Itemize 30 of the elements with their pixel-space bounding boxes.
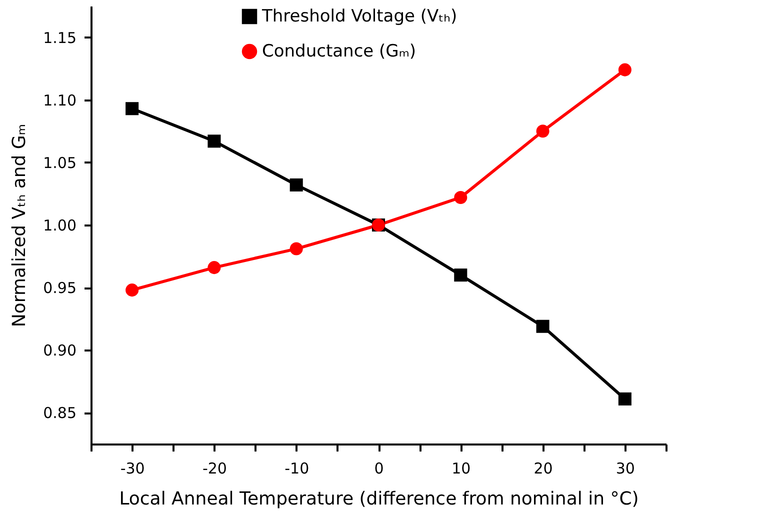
y-tick-label: 1.05	[43, 154, 76, 172]
x-tick-label: 20	[534, 460, 553, 478]
x-axis-title: Local Anneal Temperature (difference from nominal in °C)	[119, 488, 639, 510]
x-tick-label: 10	[452, 460, 471, 478]
point	[618, 392, 632, 406]
x-tick-label: -20	[202, 460, 227, 478]
y-axis-title: Normalized Vₜₕ and Gₘ	[9, 124, 30, 328]
point	[208, 134, 221, 148]
y-tick-label: 0.95	[43, 279, 76, 298]
point	[536, 124, 550, 138]
y-tick-label: 0.85	[43, 404, 76, 422]
x-tick-label: 30	[616, 460, 635, 478]
point	[208, 261, 221, 274]
x-tick-label: -30	[120, 460, 145, 478]
point	[454, 268, 468, 282]
x-tick-label: -10	[284, 460, 310, 478]
legend-label: Conductance (Gₘ)	[262, 42, 416, 62]
point	[126, 102, 139, 116]
y-tick-label: 0.90	[43, 342, 76, 360]
y-tick-label: 1.15	[43, 28, 76, 47]
y-tick-label: 1.00	[43, 216, 76, 234]
point	[618, 63, 632, 76]
x-tick-label: 0	[374, 460, 384, 478]
y-tick-label: 1.10	[43, 91, 76, 110]
legend-label: Threshold Voltage (Vₜₕ)	[261, 6, 458, 26]
point	[126, 284, 139, 297]
point	[290, 242, 303, 256]
point	[290, 178, 303, 192]
point	[536, 320, 550, 333]
point	[454, 190, 468, 204]
